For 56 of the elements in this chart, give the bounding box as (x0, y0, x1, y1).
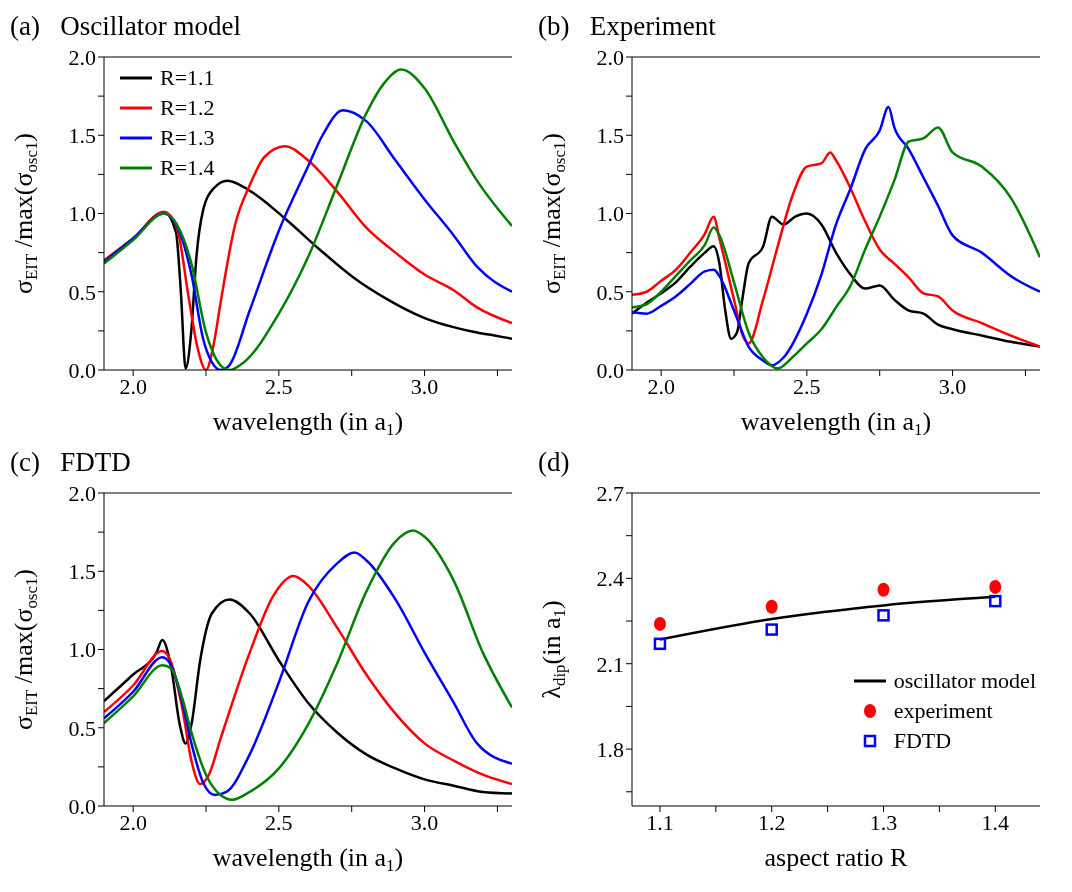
x-tick-label: 1.3 (869, 809, 898, 835)
point (653, 637, 667, 651)
legend-label: R=1.2 (160, 94, 215, 122)
line-series (632, 151, 1040, 348)
x-tick-label: 2.5 (793, 373, 821, 399)
chart-title: (a) Oscillator model (10, 11, 241, 41)
y-tick-label: 0.0 (596, 357, 624, 383)
point (765, 623, 778, 636)
point (653, 616, 666, 631)
point (989, 579, 1002, 594)
legend-label: R=1.1 (160, 64, 215, 92)
x-tick-label: 3.0 (938, 373, 967, 399)
chart-title: (d) (538, 447, 570, 477)
x-tick-label: 3.0 (410, 809, 439, 835)
y-tick-label: 2.0 (68, 44, 96, 70)
x-axis-title: wavelength (in a$_{1}$) (212, 407, 404, 439)
x-tick-label: 1.4 (981, 809, 1010, 835)
y-tick-label: 1.5 (68, 559, 96, 585)
y-tick-label: 2.0 (596, 44, 624, 70)
y-tick-label: 2.0 (68, 480, 96, 506)
x-tick-label: 2.0 (647, 373, 675, 399)
y-tick-label: 1.0 (68, 637, 96, 663)
y-tick-label: 1.0 (68, 201, 96, 227)
chart-title: (c) FDTD (10, 447, 131, 477)
y-tick-label: 2.1 (596, 651, 624, 677)
y-tick-label: 1.5 (596, 123, 624, 149)
legend-label: R=1.3 (160, 124, 215, 152)
x-axis-title: aspect ratio R (764, 843, 909, 872)
y-tick-label: 1.8 (596, 736, 624, 762)
point (989, 594, 1002, 608)
y-tick-label: 1.0 (596, 201, 624, 227)
y-tick-label: 0.5 (68, 715, 96, 741)
x-tick-label: 2.5 (265, 373, 293, 399)
point (877, 582, 890, 597)
x-tick-label: 1.1 (646, 809, 674, 835)
chart-title: (b) Experiment (538, 11, 716, 41)
point (765, 599, 778, 614)
point (877, 609, 890, 622)
y-tick-label: 0.0 (68, 357, 96, 383)
x-axis-title: wavelength (in a$_{1}$) (740, 407, 932, 439)
legend-label: experiment (893, 697, 993, 725)
x-tick-label: 2.0 (119, 373, 147, 399)
x-tick-label: 3.0 (410, 373, 439, 399)
y-tick-label: 0.0 (68, 793, 96, 819)
legend-label: FDTD (893, 727, 952, 755)
x-tick-label: 2.5 (265, 809, 293, 835)
x-tick-label: 2.0 (119, 809, 147, 835)
y-tick-label: 0.5 (68, 279, 96, 305)
y-tick-label: 1.5 (68, 123, 96, 149)
y-tick-label: 2.7 (596, 480, 624, 506)
y-tick-label: 2.4 (596, 566, 624, 592)
y-tick-label: 0.5 (596, 279, 624, 305)
legend-label: R=1.4 (160, 154, 215, 182)
legend-label: oscillator model (893, 667, 1036, 695)
x-axis-title: wavelength (in a$_{1}$) (212, 843, 404, 875)
x-tick-label: 1.2 (757, 809, 786, 835)
